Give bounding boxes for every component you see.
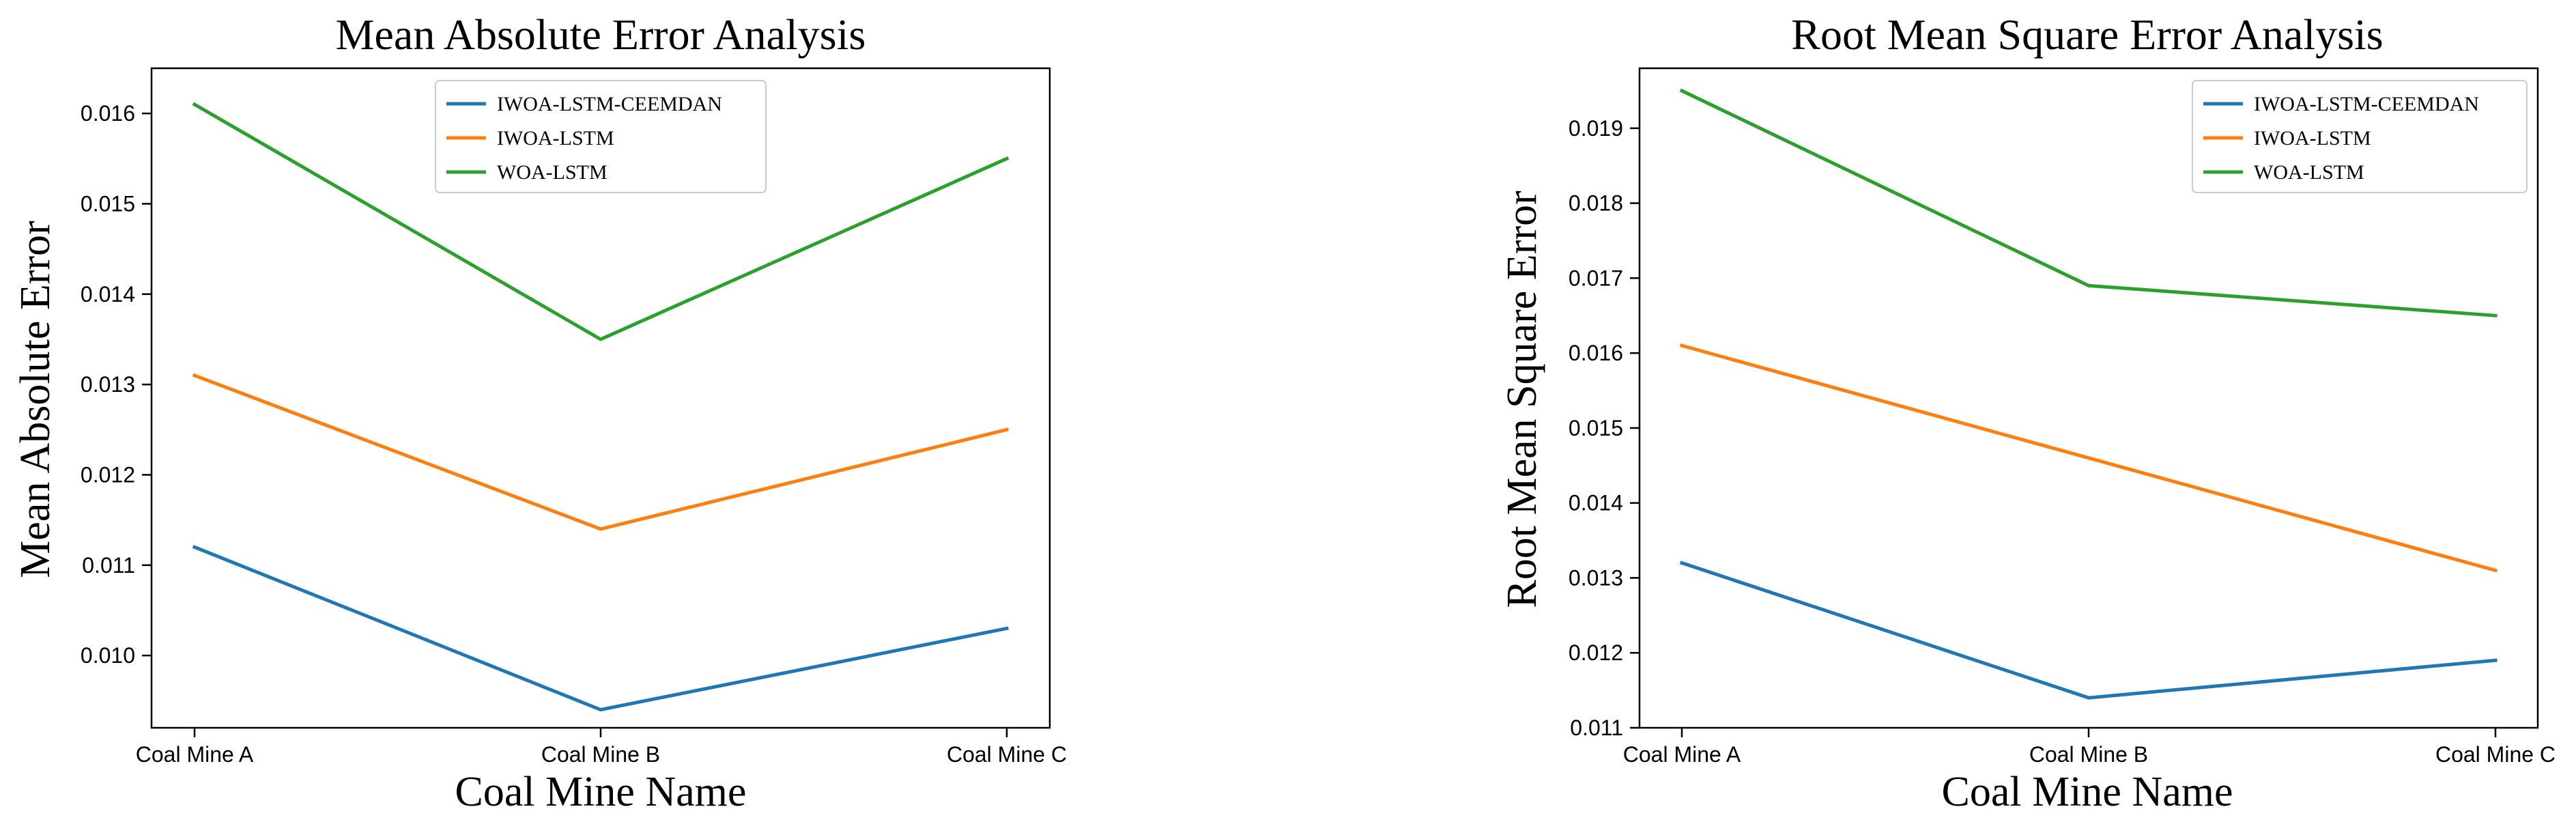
rmse-series-line-iwoa-lstm-ceemdan: [1679, 561, 2498, 700]
rmse-y-tick-label: 0.014: [1569, 491, 1623, 515]
rmse-legend-label: WOA-LSTM: [2254, 161, 2364, 184]
mae-y-tick-label: 0.015: [81, 191, 135, 216]
rmse-y-tick-label: 0.011: [1570, 715, 1623, 740]
rmse-chart: Root Mean Square Error Analysis Coal Min…: [1499, 10, 2556, 815]
rmse-series-line-woa-lstm: [1679, 88, 2498, 317]
mae-plot-area: 0.010 0.011 0.012 0.013 0.014 0.015 0.016 Coal …: [81, 67, 1067, 767]
mae-legend-label: IWOA-LSTM-CEEMDAN: [497, 93, 722, 115]
mae-legend: IWOA-LSTM-CEEMDAN IWOA-LSTM WOA-LSTM: [435, 80, 767, 193]
rmse-axes-frame: [1638, 67, 2539, 729]
rmse-x-axis-label: Coal Mine Name: [1941, 769, 2233, 815]
mae-chart: Mean Absolute Error Analysis Coal Mine N…: [12, 10, 1067, 815]
mae-y-tick-label: 0.013: [81, 372, 135, 397]
rmse-y-axis-label: Root Mean Square Error: [1499, 190, 1545, 608]
rmse-y-tick-label: 0.012: [1569, 640, 1623, 665]
rmse-y-tick-label: 0.015: [1569, 416, 1623, 440]
rmse-y-tick-label: 0.013: [1569, 565, 1623, 590]
mae-series-line-iwoa-lstm-ceemdan: [192, 545, 1009, 712]
mae-legend-box: [435, 80, 767, 193]
mae-axes-frame: [150, 67, 1051, 729]
rmse-series-line-iwoa-lstm: [1679, 343, 2498, 573]
mae-x-tick-label: Coal Mine A: [136, 742, 254, 767]
mae-x-tick-label: Coal Mine B: [541, 742, 660, 767]
rmse-legend: IWOA-LSTM-CEEMDAN IWOA-LSTM WOA-LSTM: [2192, 80, 2528, 193]
mae-chart-title: Mean Absolute Error Analysis: [336, 10, 866, 59]
rmse-x-tick-label: Coal Mine B: [2029, 742, 2148, 767]
rmse-x-tick-label: Coal Mine C: [2435, 742, 2556, 767]
mae-x-axis-label: Coal Mine Name: [455, 769, 746, 815]
mae-y-tick-label: 0.016: [81, 101, 135, 126]
mae-legend-label: WOA-LSTM: [497, 161, 607, 184]
mae-x-tick-label: Coal Mine C: [947, 742, 1067, 767]
mae-y-tick-label: 0.011: [82, 553, 135, 578]
rmse-y-tick-label: 0.018: [1569, 191, 1623, 216]
rmse-y-tick-label: 0.019: [1569, 116, 1623, 141]
rmse-legend-label: IWOA-LSTM-CEEMDAN: [2254, 93, 2479, 115]
rmse-legend-box: [2192, 80, 2528, 193]
rmse-x-tick-label: Coal Mine A: [1623, 742, 1741, 767]
mae-y-tick-label: 0.012: [81, 462, 135, 487]
mae-series-line-woa-lstm: [192, 102, 1010, 341]
mae-y-tick-label: 0.010: [81, 643, 135, 668]
rmse-y-tick-label: 0.017: [1569, 266, 1623, 290]
rmse-chart-title: Root Mean Square Error Analysis: [1791, 10, 2383, 59]
mae-y-axis-label: Mean Absolute Error: [12, 221, 59, 578]
mae-series-line-iwoa-lstm: [192, 373, 1010, 531]
mae-legend-label: IWOA-LSTM: [497, 127, 614, 150]
rmse-plot-area: 0.011 0.012 0.013 0.014 0.015 0.016 0.017 0.018…: [1569, 67, 2556, 767]
rmse-legend-label: IWOA-LSTM: [2254, 127, 2371, 150]
rmse-y-tick-label: 0.016: [1569, 341, 1623, 365]
mae-y-tick-label: 0.014: [81, 282, 135, 307]
